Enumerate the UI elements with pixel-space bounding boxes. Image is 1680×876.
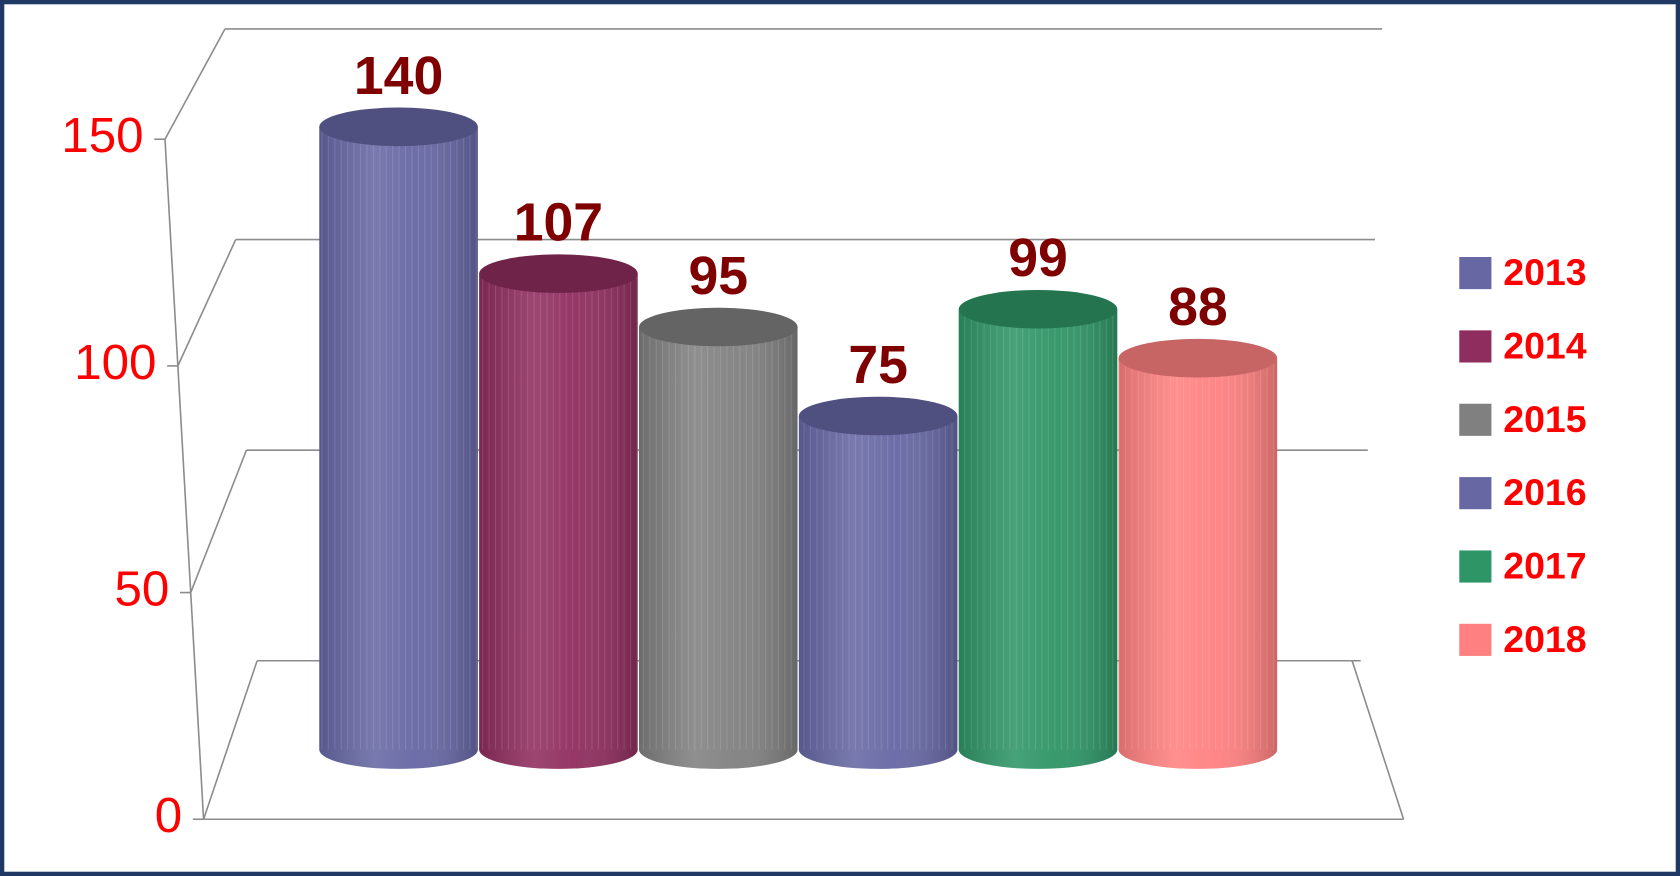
legend-swatch <box>1459 477 1492 510</box>
cylinder <box>479 254 638 769</box>
cylinder-top-shade <box>798 396 958 436</box>
floor-edge <box>1351 660 1405 820</box>
legend-label: 2018 <box>1503 618 1586 660</box>
legend-label: 2015 <box>1503 398 1586 440</box>
cylinder-stripes <box>958 309 1118 750</box>
value-label: 107 <box>514 194 603 253</box>
y-tick-label: 150 <box>61 108 143 163</box>
side-grid-line <box>189 449 248 593</box>
y-tick-label: 0 <box>155 788 182 843</box>
legend-swatch <box>1459 330 1492 363</box>
cylinder-bottom-edge <box>958 749 1118 769</box>
legend-label: 2014 <box>1503 324 1587 366</box>
legend-label: 2016 <box>1503 471 1586 513</box>
cylinder-top <box>639 307 798 347</box>
cylinder-top <box>319 107 478 147</box>
cylinder-bottom-edge <box>479 749 638 769</box>
cylinder-bottom-edge <box>319 749 478 769</box>
cylinder-top-shade <box>319 107 478 147</box>
value-label: 75 <box>848 336 908 395</box>
value-label: 140 <box>354 47 443 106</box>
legend-swatch <box>1459 403 1492 436</box>
cylinder <box>958 289 1118 769</box>
cylinder <box>798 396 958 769</box>
legend-label: 2013 <box>1503 251 1586 293</box>
cylinder-top-shade <box>958 289 1118 329</box>
y-tick-label: 100 <box>74 335 156 390</box>
cylinder-bottom-edge <box>1118 749 1278 769</box>
value-label: 88 <box>1168 278 1228 337</box>
cylinder-bottom-edge <box>639 749 798 769</box>
y-tick-label: 50 <box>114 562 169 617</box>
legend-swatch <box>1459 257 1492 290</box>
cylinder-top <box>479 254 638 293</box>
cylinder-top <box>958 289 1118 329</box>
legend-swatch <box>1459 623 1492 656</box>
value-label: 95 <box>688 247 748 306</box>
legend: 2013 2014 2015 2016 2017 2018 <box>1459 251 1587 660</box>
cylinder-top-shade <box>1118 338 1278 378</box>
cylinder-stripes <box>479 273 638 750</box>
legend-label: 2017 <box>1503 545 1586 587</box>
cylinder-bottom-edge <box>798 749 958 769</box>
cylinder-stripes <box>319 126 478 750</box>
cylinder-top <box>798 396 958 436</box>
cylinder <box>319 107 478 769</box>
legend-swatch <box>1459 550 1492 583</box>
cylinder <box>1118 338 1278 769</box>
side-grid-line <box>164 28 226 140</box>
cylinder-top-shade <box>639 307 798 347</box>
cylinder-stripes <box>1118 358 1278 750</box>
cylinder-top-shade <box>479 254 638 293</box>
cylinder-stripes <box>798 415 958 750</box>
axis-line <box>164 139 205 820</box>
cylinder <box>639 307 798 769</box>
side-grid-line <box>177 239 237 367</box>
bars: 140 107 95 75 99 88 <box>319 47 1278 769</box>
cylinder-top <box>1118 338 1278 378</box>
cylinder-stripes <box>639 327 798 750</box>
value-label: 99 <box>1008 229 1068 288</box>
side-grid-line <box>202 660 258 820</box>
